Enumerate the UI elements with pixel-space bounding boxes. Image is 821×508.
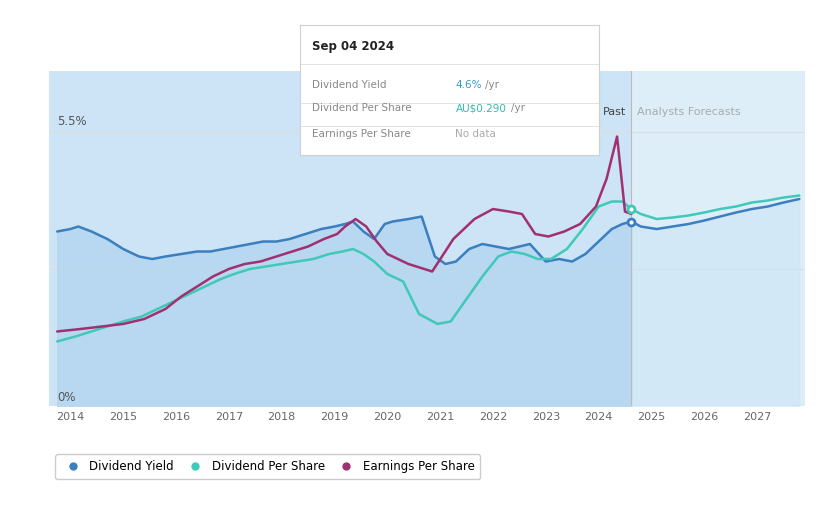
Text: No data: No data <box>456 129 497 139</box>
Text: Dividend Per Share: Dividend Per Share <box>312 103 411 113</box>
Bar <box>49 71 631 406</box>
Text: 5.5%: 5.5% <box>57 115 87 128</box>
Legend: Dividend Yield, Dividend Per Share, Earnings Per Share: Dividend Yield, Dividend Per Share, Earn… <box>55 455 480 479</box>
Text: 4.6%: 4.6% <box>456 80 482 90</box>
Text: Analysts Forecasts: Analysts Forecasts <box>636 107 741 117</box>
Text: Earnings Per Share: Earnings Per Share <box>312 129 410 139</box>
Text: /yr: /yr <box>485 80 499 90</box>
Text: AU$0.290: AU$0.290 <box>456 103 507 113</box>
Text: Dividend Yield: Dividend Yield <box>312 80 386 90</box>
Bar <box>631 71 805 406</box>
Text: 0%: 0% <box>57 391 76 404</box>
Text: Past: Past <box>603 107 626 117</box>
Text: Sep 04 2024: Sep 04 2024 <box>312 40 394 53</box>
Text: /yr: /yr <box>511 103 525 113</box>
